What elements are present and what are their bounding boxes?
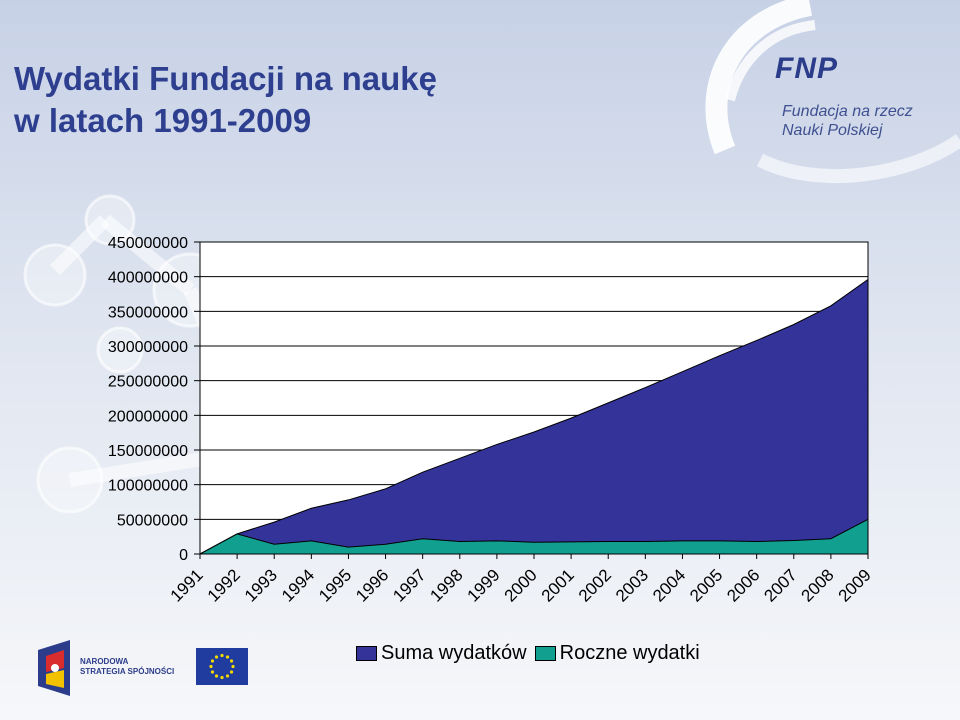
y-tick-label: 450000000 — [108, 235, 188, 252]
legend-label-roczne: Roczne wydatki — [559, 642, 700, 664]
x-tick-label: 1997 — [389, 565, 429, 605]
y-tick-label: 350000000 — [108, 304, 188, 321]
eu-star-icon — [210, 670, 215, 674]
y-tick-label: 50000000 — [117, 512, 188, 529]
eu-star-icon — [214, 655, 219, 659]
x-tick-label: 1996 — [352, 565, 392, 605]
eu-star-icon — [229, 670, 234, 674]
eu-star-icon — [214, 674, 219, 678]
area-chart: 450000000 400000000 350000000 300000000 2500… — [108, 235, 875, 606]
eu-star-icon — [209, 664, 213, 669]
fnp-logo-line1: Fundacja na rzecz — [782, 103, 913, 120]
legend-label-suma: Suma wydatków — [381, 642, 527, 664]
x-axis-ticks: 1991199219931994199519961997199819992000… — [167, 554, 875, 606]
y-tick-label: 250000000 — [108, 374, 188, 391]
eu-star-icon — [220, 653, 224, 658]
chart-areas — [199, 278, 869, 555]
fnp-logo-icon — [705, 0, 960, 183]
x-tick-label: 2001 — [538, 565, 578, 605]
chart-legend: Suma wydatków Roczne wydatki — [356, 642, 708, 665]
x-tick-label: 2003 — [612, 565, 652, 605]
x-tick-label: 1994 — [278, 565, 318, 605]
x-tick-label: 2009 — [835, 565, 875, 605]
area-suma-wydatkow — [199, 278, 869, 555]
x-tick-label: 2005 — [686, 565, 726, 605]
x-tick-label: 1991 — [167, 565, 207, 605]
y-tick-label: 400000000 — [108, 270, 188, 287]
eu-star-icon — [225, 674, 230, 678]
x-tick-label: 2008 — [798, 565, 838, 605]
eu-star-icon — [220, 675, 224, 680]
title-line-2: w latach 1991-2009 — [14, 102, 312, 139]
legend-item-roczne: Roczne wydatki — [534, 642, 700, 665]
eu-star-icon — [229, 659, 234, 663]
x-tick-label: 2002 — [575, 565, 615, 605]
x-tick-label: 2004 — [649, 565, 689, 605]
eu-star-icon — [231, 664, 235, 669]
y-tick-label: 100000000 — [108, 478, 188, 495]
fnp-logo-abbr: FNP — [775, 52, 838, 85]
y-tick-label: 150000000 — [108, 443, 188, 460]
x-tick-label: 2000 — [501, 565, 541, 605]
legend-item-suma: Suma wydatków — [356, 642, 527, 665]
fnp-logo-line2: Nauki Polskiej — [782, 122, 883, 139]
x-tick-label: 1999 — [464, 565, 504, 605]
eu-star-icon — [210, 659, 215, 663]
legend-swatch-suma — [356, 646, 377, 661]
page-title: Wydatki Fundacji na naukę w latach 1991-… — [14, 58, 437, 142]
x-tick-label: 1998 — [426, 565, 466, 605]
x-tick-label: 1993 — [241, 565, 281, 605]
title-line-1: Wydatki Fundacji na naukę — [14, 60, 437, 97]
eu-star-icon — [225, 655, 230, 659]
ns-line2: STRATEGIA SPÓJNOŚCI — [80, 667, 175, 676]
legend-swatch-roczne — [534, 646, 556, 661]
x-tick-label: 1992 — [204, 565, 244, 605]
narodowa-strategia-text: NARODOWA STRATEGIA SPÓJNOŚCI — [80, 657, 174, 677]
fnp-logo-subtitle: Fundacja na rzecz Nauki Polskiej — [782, 102, 913, 140]
ns-line1: NARODOWA — [80, 657, 129, 666]
y-axis-ticks: 450000000 400000000 350000000 300000000 2500… — [108, 235, 200, 564]
x-tick-label: 2007 — [760, 565, 800, 605]
narodowa-strategia-logo-icon — [38, 640, 70, 696]
y-tick-label: 0 — [179, 547, 188, 564]
y-tick-label: 300000000 — [108, 339, 188, 356]
eu-flag-icon — [196, 648, 248, 685]
area-roczne-wydatki — [199, 518, 869, 555]
y-tick-label: 200000000 — [108, 408, 188, 425]
x-tick-label: 2006 — [723, 565, 763, 605]
x-tick-label: 1995 — [315, 565, 355, 605]
